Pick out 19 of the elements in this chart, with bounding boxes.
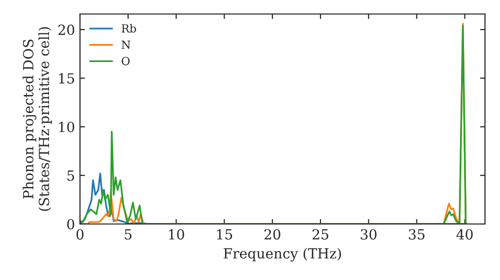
y-tick-label: 10: [59, 122, 74, 132]
y-tick-label: 5: [67, 170, 74, 181]
y-tick-label: 15: [59, 73, 74, 84]
x-tick-label: 15: [217, 229, 232, 240]
x-tick-label: 30: [360, 229, 377, 240]
y-tick-label: 20: [58, 24, 74, 36]
x-tick-label: 20: [264, 229, 280, 240]
x-axis-title: Frequency (THz): [224, 248, 341, 262]
x-tick-label: 10: [169, 229, 184, 240]
legend-label: O: [122, 56, 130, 66]
x-tick-label: 0: [76, 229, 84, 240]
legend-label: N: [122, 40, 130, 49]
y-axis-title: Phonon projected DOS (States/THz·primitive cell): [22, 27, 52, 211]
x-tick-label: 35: [408, 229, 424, 240]
y-tick-label: 0: [67, 218, 74, 230]
legend-label: Rb: [122, 24, 136, 33]
x-tick-label: 5: [124, 229, 132, 240]
x-tick-label: 40: [456, 229, 473, 240]
x-tick-label: 25: [312, 229, 328, 240]
